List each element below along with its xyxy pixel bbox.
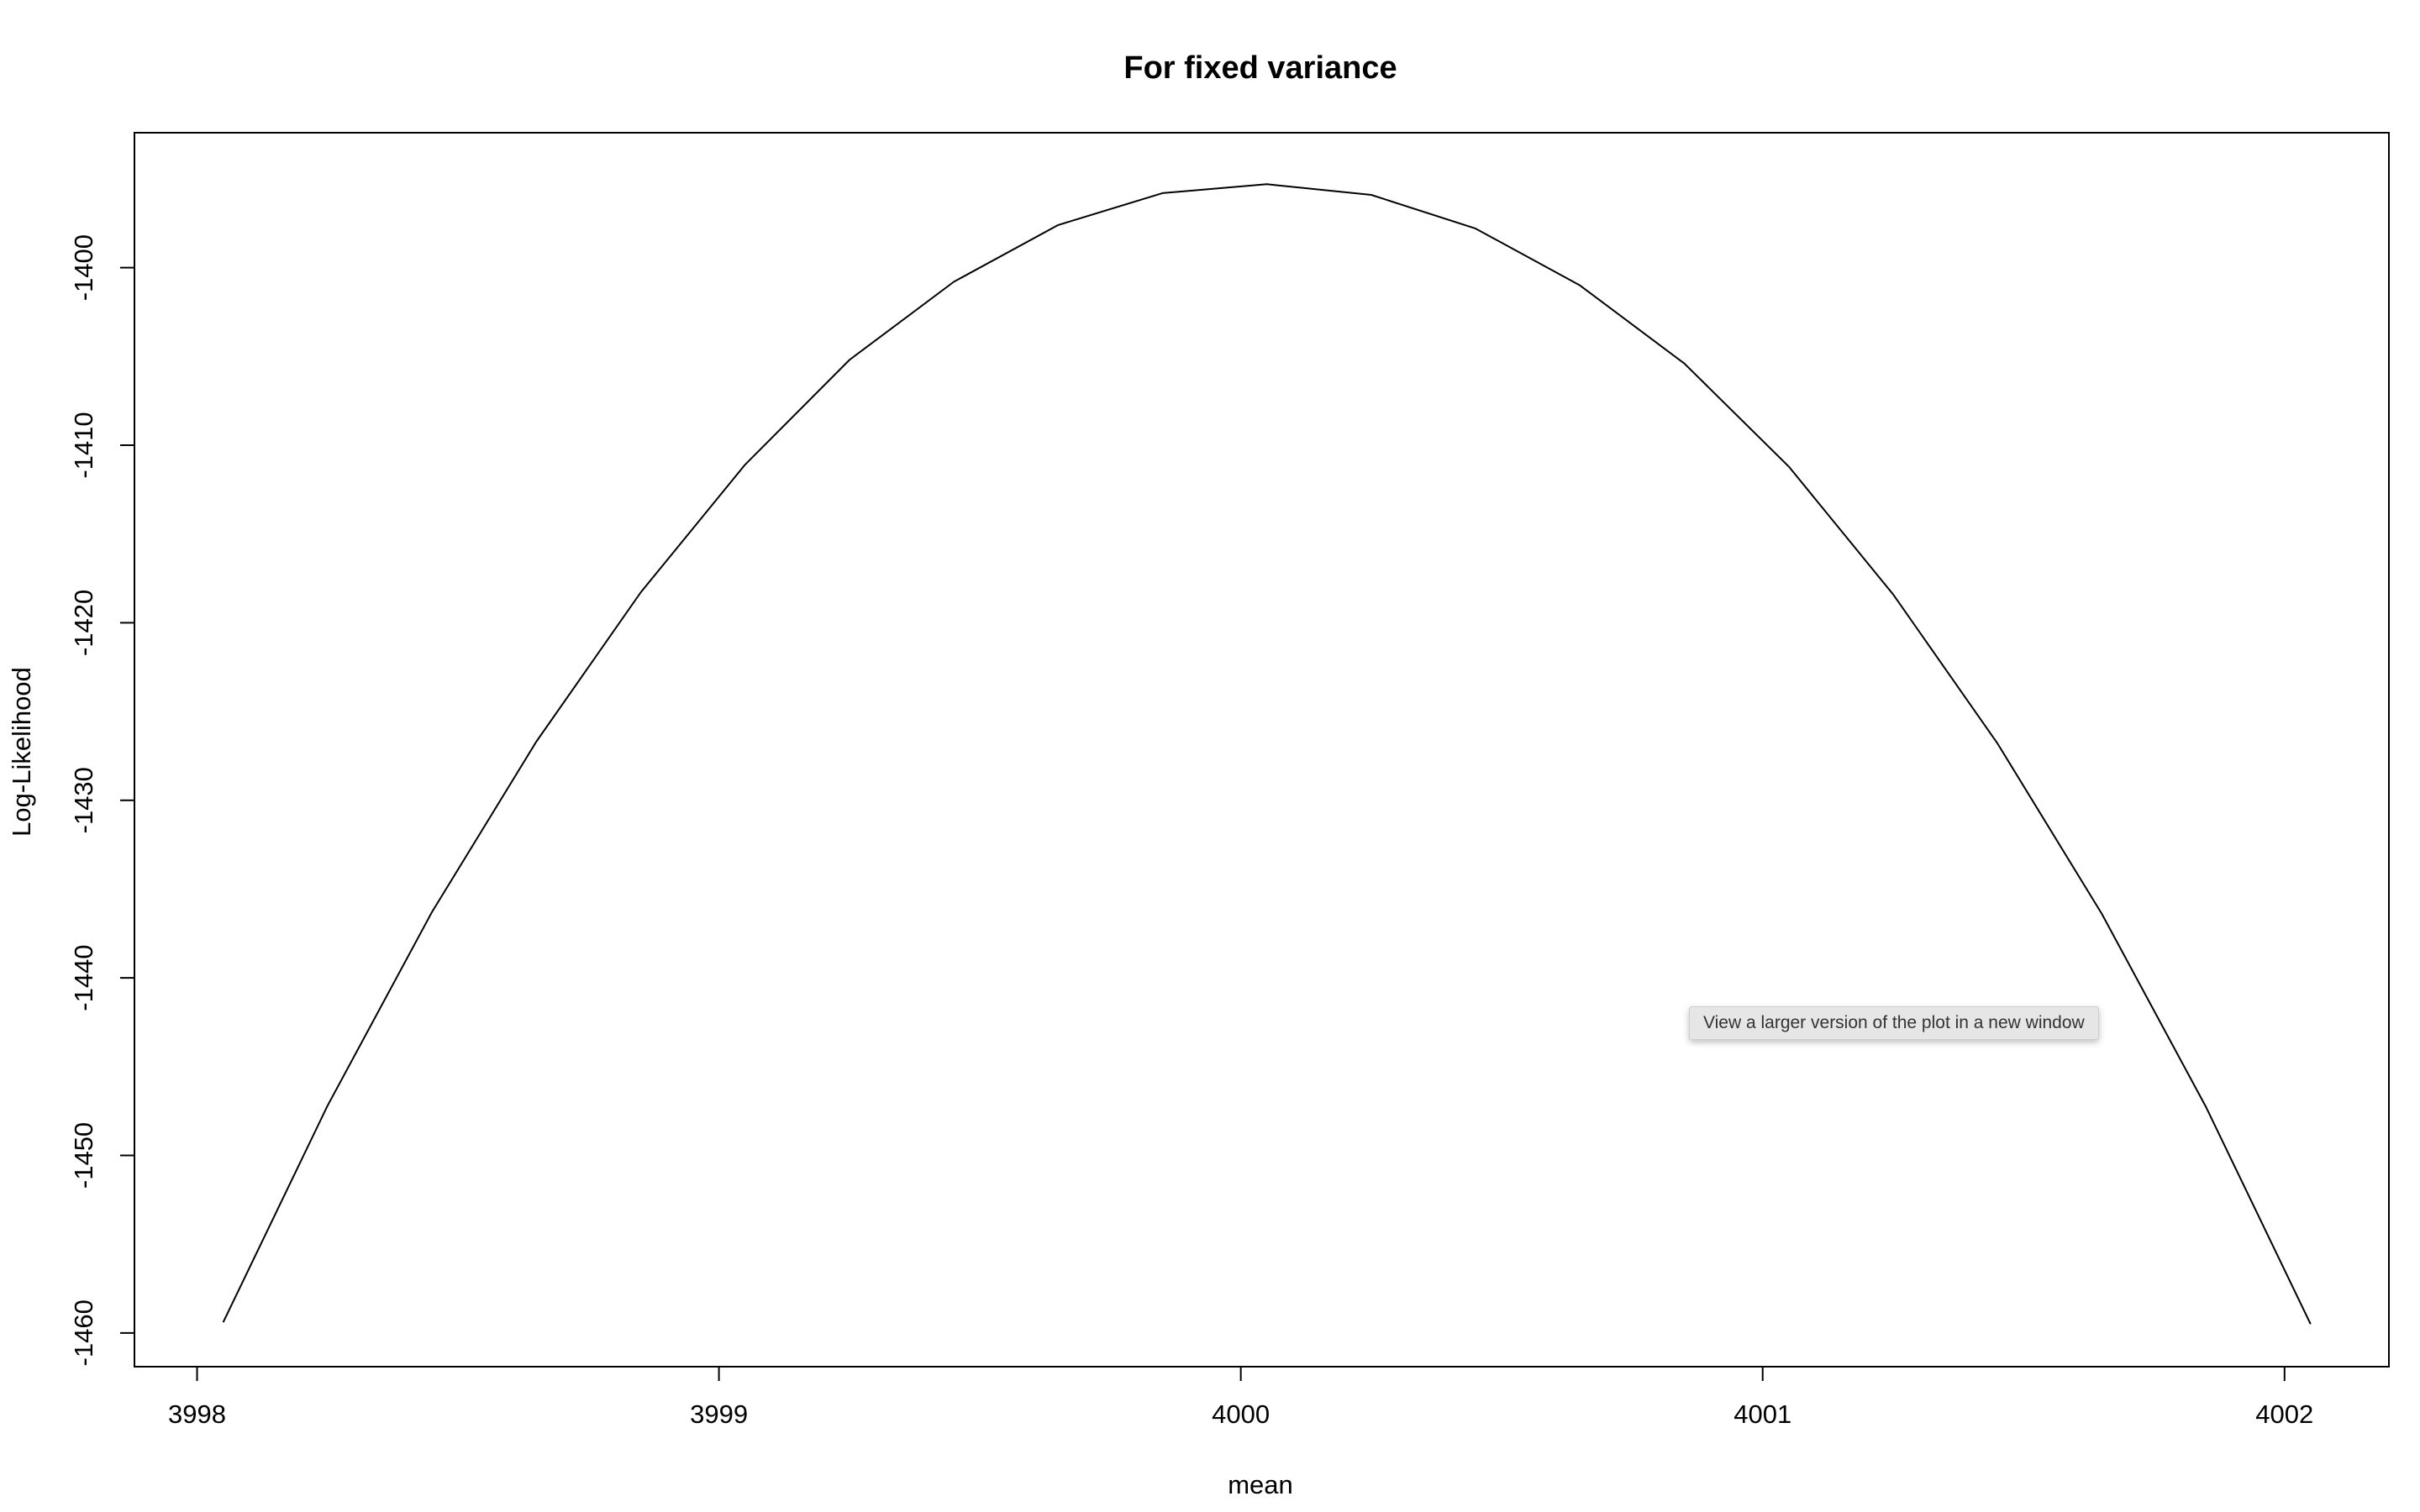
chart-title: For fixed variance xyxy=(1123,50,1397,86)
y-tick-label: -1450 xyxy=(69,1122,98,1189)
y-axis-label: Log-Likelihood xyxy=(7,667,36,837)
x-axis-label: mean xyxy=(1228,1470,1293,1499)
y-tick-label: -1440 xyxy=(69,944,98,1011)
x-tick-label: 4000 xyxy=(1212,1399,1270,1429)
view-larger-tooltip[interactable]: View a larger version of the plot in a n… xyxy=(1689,1006,2099,1040)
y-tick-label: -1420 xyxy=(69,590,98,656)
x-tick-label: 4002 xyxy=(2255,1399,2313,1429)
x-axis: 3998 3999 4000 4001 4002 xyxy=(168,1366,2313,1429)
y-tick-label: -1460 xyxy=(69,1299,98,1366)
y-axis: -1400 -1410 -1420 -1430 -1440 -1450 -1460 xyxy=(69,234,135,1366)
y-tick-label: -1430 xyxy=(69,767,98,833)
y-tick-label: -1400 xyxy=(69,234,98,301)
x-tick-label: 3998 xyxy=(168,1399,226,1429)
x-tick-label: 3999 xyxy=(690,1399,748,1429)
plot-frame xyxy=(134,132,2390,1368)
x-tick-label: 4001 xyxy=(1733,1399,1791,1429)
log-likelihood-line xyxy=(222,183,2312,1325)
y-tick-label: -1410 xyxy=(69,412,98,478)
